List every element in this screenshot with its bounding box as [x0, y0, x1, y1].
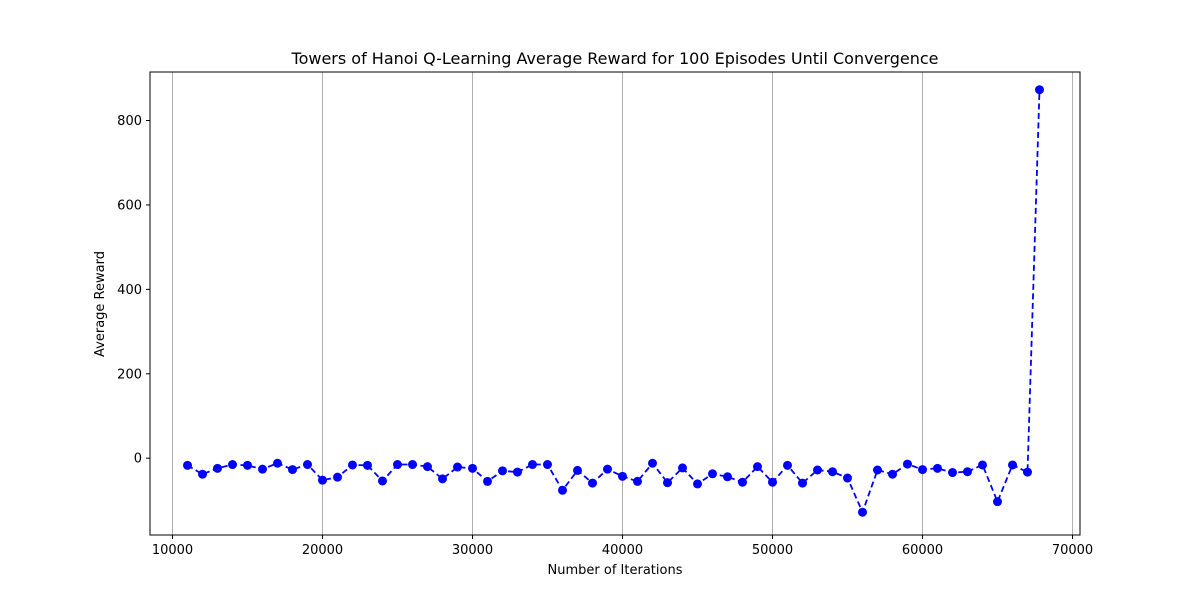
x-axis-ticks: 10000 20000 30000 40000 50000 60000 70000 [152, 535, 1093, 558]
data-point [393, 460, 402, 470]
data-point [603, 464, 612, 474]
data-point [1008, 460, 1017, 470]
data-point [798, 478, 807, 488]
y-tick-label: 400 [117, 283, 142, 298]
data-point [933, 463, 942, 473]
data-point [768, 477, 777, 487]
data-point [513, 467, 522, 477]
x-tick-label: 50000 [752, 543, 793, 558]
data-point [978, 460, 987, 470]
data-point [468, 463, 477, 473]
x-tick-label: 60000 [902, 543, 943, 558]
data-point [483, 476, 492, 486]
data-point [558, 485, 567, 495]
series-line [187, 89, 1041, 515]
data-point [708, 469, 717, 479]
x-tick-label: 30000 [452, 543, 493, 558]
data-point [183, 460, 192, 470]
data-point [198, 469, 207, 479]
x-axis-label: Number of Iterations [548, 563, 683, 578]
data-point [828, 467, 837, 477]
data-point [963, 467, 972, 477]
data-point [438, 474, 447, 484]
data-point [348, 460, 357, 470]
data-point [213, 463, 222, 473]
data-point [318, 475, 327, 485]
data-point [588, 478, 597, 488]
data-point [888, 469, 897, 479]
data-point [948, 468, 957, 478]
series-markers [183, 85, 1044, 517]
data-point [693, 479, 702, 489]
data-point [408, 460, 417, 470]
data-point [678, 463, 687, 473]
data-point [918, 465, 927, 475]
data-point [543, 460, 552, 470]
data-point [573, 465, 582, 475]
y-axis-label: Average Reward [93, 251, 108, 357]
data-point [903, 459, 912, 469]
x-tick-label: 20000 [302, 543, 343, 558]
data-point [648, 458, 657, 468]
data-point [783, 460, 792, 470]
data-point [288, 465, 297, 475]
data-point [423, 462, 432, 472]
data-point [363, 460, 372, 470]
data-point [633, 476, 642, 486]
data-point [228, 460, 237, 470]
y-tick-label: 800 [117, 114, 142, 129]
gridlines [172, 72, 1073, 535]
data-point [723, 472, 732, 482]
y-tick-label: 200 [117, 367, 142, 382]
x-tick-label: 40000 [602, 543, 643, 558]
x-tick-label: 70000 [1052, 543, 1093, 558]
data-point [243, 460, 252, 470]
series-path [187, 89, 1041, 515]
data-point [273, 458, 282, 468]
data-point [813, 465, 822, 475]
y-tick-label: 0 [134, 452, 142, 467]
plot-frame [149, 71, 1081, 536]
data-point [1023, 467, 1032, 477]
data-point [618, 471, 627, 481]
x-tick-label: 10000 [152, 543, 193, 558]
data-point [858, 507, 867, 517]
chart-title: Towers of Hanoi Q-Learning Average Rewar… [291, 49, 939, 68]
data-point [873, 465, 882, 475]
data-point [258, 464, 267, 474]
data-point [738, 477, 747, 487]
data-point [303, 460, 312, 470]
data-point [378, 476, 387, 486]
y-axis-ticks: 0 200 400 600 800 [117, 114, 150, 467]
data-point [498, 466, 507, 476]
data-point [528, 460, 537, 470]
data-point [1035, 85, 1044, 95]
data-point [993, 497, 1002, 507]
data-point [753, 462, 762, 472]
y-tick-label: 600 [117, 198, 142, 213]
data-point [333, 472, 342, 482]
data-point [453, 462, 462, 472]
data-point [843, 473, 852, 483]
data-point [663, 478, 672, 488]
